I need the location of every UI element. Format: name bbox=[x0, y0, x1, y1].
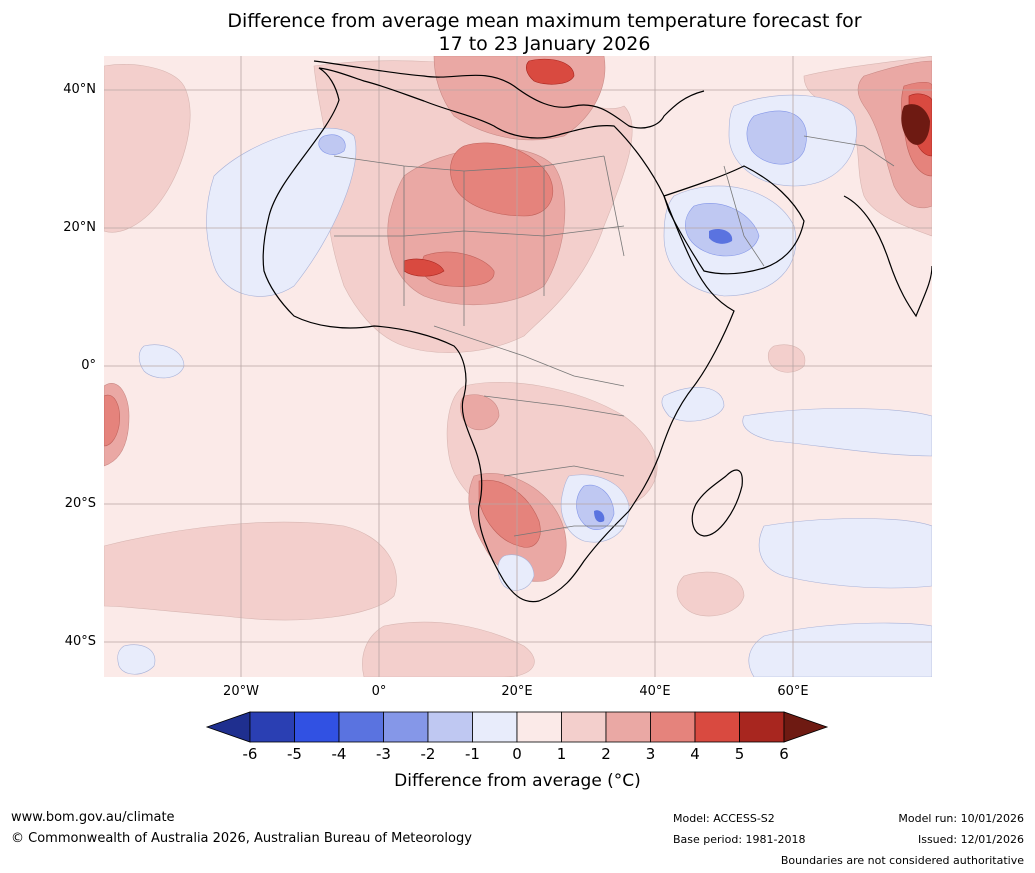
colorbar-cell-4-to-5 bbox=[694, 711, 740, 743]
colorbar-tick-label: 3 bbox=[645, 745, 656, 763]
europe-coastline bbox=[313, 60, 705, 129]
colorbar-title: Difference from average (°C) bbox=[394, 771, 641, 791]
colorbar-tick-label: 2 bbox=[601, 745, 611, 763]
colorbar-extend-low bbox=[205, 711, 251, 743]
footer-disclaimer: Boundaries are not considered authoritat… bbox=[780, 854, 1024, 867]
colorbar-tick-label: 4 bbox=[690, 745, 700, 763]
colorbar-cell--6-to--5 bbox=[249, 711, 295, 743]
colorbar-cell--3-to--2 bbox=[383, 711, 429, 743]
anomaly-minus-1-0-zones bbox=[117, 94, 932, 677]
colorbar-cell-2-to-3 bbox=[605, 711, 651, 743]
anomaly-over-6-zone bbox=[901, 104, 930, 145]
chart-title-line-1: Difference from average mean maximum tem… bbox=[227, 10, 862, 32]
lat-label-40s: 40°S bbox=[64, 634, 96, 649]
colorbar-extend-high bbox=[783, 711, 829, 743]
graticule bbox=[104, 56, 932, 677]
lat-label-40n: 40°N bbox=[63, 82, 96, 97]
footer-website: www.bom.gov.au/climate bbox=[11, 810, 175, 825]
footer-issued: Issued: 12/01/2026 bbox=[917, 833, 1024, 846]
arabia-coastline bbox=[663, 165, 805, 275]
colorbar-cell-3-to-4 bbox=[650, 711, 696, 743]
footer-base-period: Base period: 1981-2018 bbox=[673, 833, 806, 846]
colorbar-tick-label: -5 bbox=[287, 745, 302, 763]
colorbar-tick-label: -4 bbox=[331, 745, 347, 763]
colorbar-tick-label: -1 bbox=[465, 745, 480, 763]
colorbar-tick-label: -2 bbox=[420, 745, 436, 763]
map-panel bbox=[104, 56, 932, 677]
colorbar-cell-5-to-6 bbox=[739, 711, 785, 743]
colorbar-tick-label: 1 bbox=[556, 745, 567, 763]
footer-model: Model: ACCESS-S2 bbox=[673, 812, 775, 825]
country-borders bbox=[333, 135, 895, 537]
colorbar-cell--5-to--4 bbox=[294, 711, 340, 743]
colorbar-tick-label: -3 bbox=[376, 745, 391, 763]
map-svg bbox=[104, 56, 932, 677]
colorbar-cell--1-to-0 bbox=[472, 711, 518, 743]
footer-copyright: © Commonwealth of Australia 2026, Austra… bbox=[11, 831, 472, 846]
coastlines bbox=[262, 60, 932, 603]
lon-label-20e: 20°E bbox=[501, 684, 533, 699]
india-coastline bbox=[843, 195, 932, 318]
colorbar-cell--4-to--3 bbox=[338, 711, 384, 743]
anomaly-minus-2-1-zones bbox=[318, 110, 807, 531]
footer-model-run: Model run: 10/01/2026 bbox=[898, 812, 1024, 825]
lat-label-20n: 20°N bbox=[63, 220, 96, 235]
colorbar-tick-label: 0 bbox=[512, 745, 522, 763]
lon-label-60e: 60°E bbox=[777, 684, 809, 699]
madagascar-coastline bbox=[691, 469, 743, 537]
colorbar-tick-label: 6 bbox=[779, 745, 789, 763]
africa-coastline bbox=[262, 67, 735, 603]
lon-label-0: 0° bbox=[371, 684, 387, 699]
colorbar-tick-label: 5 bbox=[734, 745, 745, 763]
chart-title-line-2: 17 to 23 January 2026 bbox=[438, 33, 651, 55]
colorbar-tick-label: -6 bbox=[242, 745, 258, 763]
colorbar-cell-0-to-1 bbox=[516, 711, 562, 743]
colorbar-cell--2-to--1 bbox=[427, 711, 473, 743]
anomaly-minus-3-2-zones bbox=[594, 229, 733, 523]
lat-label-20s: 20°S bbox=[64, 496, 96, 511]
lon-label-20w: 20°W bbox=[223, 684, 259, 699]
lon-label-40e: 40°E bbox=[639, 684, 671, 699]
colorbar bbox=[205, 711, 829, 743]
colorbar-cell-1-to-2 bbox=[561, 711, 607, 743]
lat-label-0: 0° bbox=[81, 358, 96, 373]
